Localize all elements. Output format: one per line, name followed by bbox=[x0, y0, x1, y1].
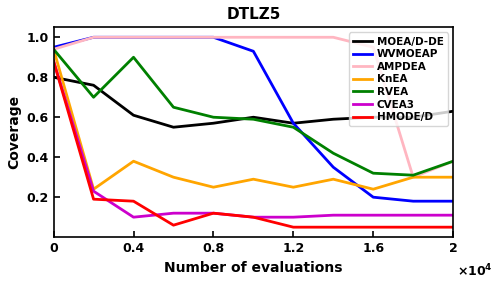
KnEA bbox=[210, 186, 216, 189]
KnEA bbox=[410, 176, 416, 179]
WVMOEAP bbox=[330, 166, 336, 169]
RVEA bbox=[90, 96, 96, 99]
KnEA bbox=[170, 176, 176, 179]
KnEA bbox=[290, 186, 296, 189]
WVMOEAP bbox=[370, 195, 376, 199]
CVEA3 bbox=[250, 215, 256, 219]
CVEA3 bbox=[450, 213, 456, 217]
Line: AMPDEA: AMPDEA bbox=[54, 37, 453, 177]
AMPDEA bbox=[450, 160, 456, 163]
MOEA/D-DE bbox=[410, 116, 416, 119]
CVEA3 bbox=[410, 213, 416, 217]
CVEA3 bbox=[90, 190, 96, 193]
MOEA/D-DE bbox=[330, 118, 336, 121]
CVEA3 bbox=[330, 213, 336, 217]
MOEA/D-DE bbox=[50, 76, 56, 79]
CVEA3 bbox=[50, 59, 56, 63]
Line: MOEA/D-DE: MOEA/D-DE bbox=[54, 77, 453, 127]
AMPDEA bbox=[170, 35, 176, 39]
CVEA3 bbox=[370, 213, 376, 217]
KnEA bbox=[330, 178, 336, 181]
CVEA3 bbox=[170, 211, 176, 215]
HMODE/D bbox=[330, 225, 336, 229]
AMPDEA bbox=[410, 176, 416, 179]
Text: $\times10^4$: $\times10^4$ bbox=[458, 263, 493, 279]
CVEA3 bbox=[130, 215, 136, 219]
RVEA bbox=[250, 118, 256, 121]
Line: WVMOEAP: WVMOEAP bbox=[54, 37, 453, 201]
WVMOEAP bbox=[170, 35, 176, 39]
AMPDEA bbox=[330, 35, 336, 39]
KnEA bbox=[450, 176, 456, 179]
X-axis label: Number of evaluations: Number of evaluations bbox=[164, 261, 342, 275]
WVMOEAP bbox=[290, 122, 296, 125]
KnEA bbox=[250, 178, 256, 181]
KnEA bbox=[130, 160, 136, 163]
AMPDEA bbox=[210, 35, 216, 39]
HMODE/D bbox=[130, 199, 136, 203]
RVEA bbox=[330, 152, 336, 155]
MOEA/D-DE bbox=[450, 110, 456, 113]
HMODE/D bbox=[410, 225, 416, 229]
Line: KnEA: KnEA bbox=[54, 49, 453, 189]
RVEA bbox=[410, 174, 416, 177]
AMPDEA bbox=[370, 45, 376, 49]
Line: CVEA3: CVEA3 bbox=[54, 61, 453, 217]
RVEA bbox=[50, 47, 56, 51]
CVEA3 bbox=[290, 215, 296, 219]
HMODE/D bbox=[50, 59, 56, 63]
WVMOEAP bbox=[130, 35, 136, 39]
HMODE/D bbox=[290, 225, 296, 229]
AMPDEA bbox=[130, 35, 136, 39]
KnEA bbox=[90, 188, 96, 191]
MOEA/D-DE bbox=[130, 114, 136, 117]
RVEA bbox=[450, 160, 456, 163]
HMODE/D bbox=[90, 197, 96, 201]
AMPDEA bbox=[90, 35, 96, 39]
RVEA bbox=[370, 172, 376, 175]
Legend: MOEA/D-DE, WVMOEAP, AMPDEA, KnEA, RVEA, CVEA3, HMODE/D: MOEA/D-DE, WVMOEAP, AMPDEA, KnEA, RVEA, … bbox=[349, 33, 448, 126]
MOEA/D-DE bbox=[290, 122, 296, 125]
HMODE/D bbox=[450, 225, 456, 229]
RVEA bbox=[210, 116, 216, 119]
Title: DTLZ5: DTLZ5 bbox=[226, 7, 280, 22]
RVEA bbox=[290, 126, 296, 129]
WVMOEAP bbox=[250, 49, 256, 53]
MOEA/D-DE bbox=[210, 122, 216, 125]
WVMOEAP bbox=[410, 199, 416, 203]
HMODE/D bbox=[170, 223, 176, 227]
HMODE/D bbox=[250, 215, 256, 219]
RVEA bbox=[170, 106, 176, 109]
AMPDEA bbox=[290, 35, 296, 39]
Line: HMODE/D: HMODE/D bbox=[54, 61, 453, 227]
HMODE/D bbox=[370, 225, 376, 229]
MOEA/D-DE bbox=[90, 84, 96, 87]
KnEA bbox=[370, 188, 376, 191]
HMODE/D bbox=[210, 211, 216, 215]
RVEA bbox=[130, 55, 136, 59]
CVEA3 bbox=[210, 211, 216, 215]
Y-axis label: Coverage: Coverage bbox=[7, 95, 21, 169]
AMPDEA bbox=[250, 35, 256, 39]
WVMOEAP bbox=[90, 35, 96, 39]
MOEA/D-DE bbox=[250, 116, 256, 119]
WVMOEAP bbox=[450, 199, 456, 203]
WVMOEAP bbox=[210, 35, 216, 39]
WVMOEAP bbox=[50, 45, 56, 49]
Line: RVEA: RVEA bbox=[54, 49, 453, 175]
MOEA/D-DE bbox=[370, 116, 376, 119]
AMPDEA bbox=[50, 47, 56, 51]
MOEA/D-DE bbox=[170, 126, 176, 129]
KnEA bbox=[50, 47, 56, 51]
